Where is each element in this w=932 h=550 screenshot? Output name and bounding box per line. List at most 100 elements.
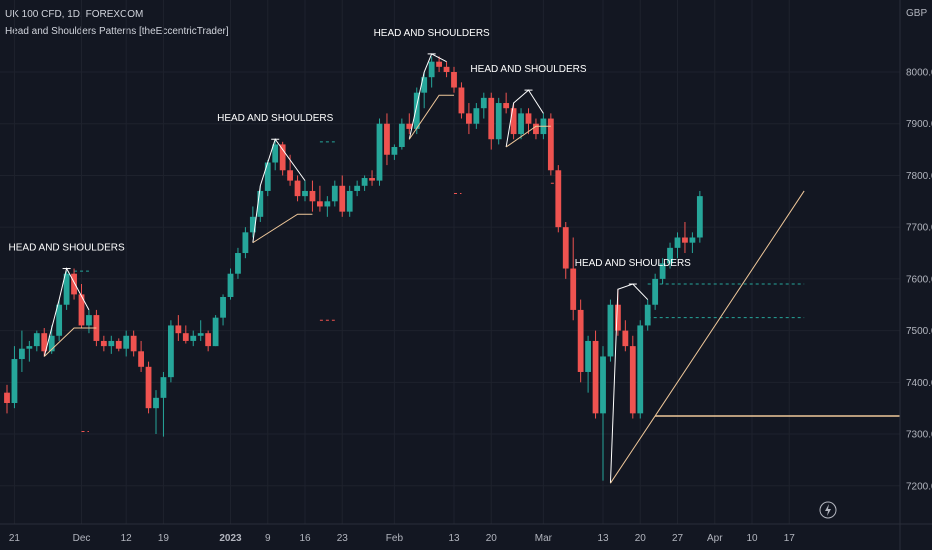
candle xyxy=(600,346,606,481)
candle xyxy=(11,346,18,409)
candle-body xyxy=(428,61,435,78)
time-tick: 20 xyxy=(635,533,647,544)
levels xyxy=(74,141,805,432)
candle-body xyxy=(361,178,368,186)
patterns: HEAD AND SHOULDERS HEAD AND SHOULDERS HEAD… xyxy=(9,28,900,484)
candle xyxy=(86,309,92,334)
candle xyxy=(607,299,614,362)
indicator-title[interactable]: Head and Shoulders Patterns [theEccentri… xyxy=(5,26,229,37)
candle-body xyxy=(525,113,532,124)
candle-body xyxy=(443,66,450,72)
candle-body xyxy=(48,335,55,352)
candle xyxy=(384,113,390,166)
candle-body xyxy=(108,340,115,347)
candle xyxy=(190,330,197,347)
alert-icon[interactable] xyxy=(819,501,837,519)
candle-body xyxy=(592,340,599,414)
candle xyxy=(235,247,241,279)
candle-body xyxy=(86,315,92,326)
candle xyxy=(4,384,10,414)
candle xyxy=(398,118,405,150)
candle-body xyxy=(190,335,197,341)
pattern-label: HEAD AND SHOULDERS xyxy=(374,28,490,39)
price-tick: 7200.0 xyxy=(906,481,932,492)
candle-body xyxy=(145,366,152,409)
candle-body xyxy=(130,335,137,352)
candle-body xyxy=(272,144,279,163)
time-tick: 27 xyxy=(672,533,684,544)
candle-body xyxy=(562,227,569,269)
candle-body xyxy=(153,397,159,409)
candle-body xyxy=(309,190,316,202)
candle xyxy=(562,221,569,279)
price-tick: 7400.0 xyxy=(906,378,932,389)
candle xyxy=(100,335,107,352)
candle-body xyxy=(421,77,428,93)
candle-body xyxy=(294,180,301,197)
candle xyxy=(436,56,442,72)
candle-body xyxy=(458,87,465,114)
candle xyxy=(428,56,435,88)
candle-body xyxy=(607,304,614,357)
neckline xyxy=(408,94,454,140)
candle-body xyxy=(138,351,144,367)
candle xyxy=(331,180,338,207)
candle-body xyxy=(413,92,420,129)
candle-body xyxy=(33,333,40,347)
candle xyxy=(413,87,420,135)
time-tick: 10 xyxy=(746,533,758,544)
candle xyxy=(369,170,375,186)
time-tick: 13 xyxy=(597,533,609,544)
price-tick: 7900.0 xyxy=(906,119,932,130)
candle-body xyxy=(533,123,539,135)
candle xyxy=(547,113,554,176)
candle-body xyxy=(555,170,562,228)
candle xyxy=(667,242,673,269)
candle-body xyxy=(503,103,510,109)
candle xyxy=(71,268,77,300)
candle-body xyxy=(451,72,457,88)
candle-body xyxy=(346,190,353,212)
neckline xyxy=(252,213,313,244)
candle-body xyxy=(674,237,681,248)
candle-body xyxy=(622,330,629,347)
time-tick: 12 xyxy=(121,533,133,544)
candle xyxy=(577,299,584,383)
candle xyxy=(294,175,301,202)
candles xyxy=(4,56,703,481)
candle xyxy=(317,185,323,212)
candle xyxy=(555,165,562,233)
candle-body xyxy=(391,146,398,155)
candle-body xyxy=(629,346,636,414)
candle-body xyxy=(510,108,517,135)
currency-label: GBP xyxy=(906,8,927,19)
candle-body xyxy=(264,162,271,191)
candle xyxy=(168,320,174,383)
price-tick: 7800.0 xyxy=(906,171,932,182)
candle-body xyxy=(406,123,413,129)
candle xyxy=(309,180,316,212)
candle xyxy=(525,108,532,135)
head-and-shoulders-pattern: HEAD AND SHOULDERS xyxy=(374,28,490,140)
candle-body xyxy=(324,201,331,207)
head-and-shoulders-pattern: HEAD AND SHOULDERS xyxy=(470,64,587,148)
candle xyxy=(592,330,599,419)
candle xyxy=(696,190,703,243)
candle xyxy=(518,108,524,140)
pattern-line xyxy=(43,267,90,357)
candle-body xyxy=(257,190,264,217)
candle xyxy=(175,315,182,341)
candle-body xyxy=(696,196,703,238)
candle xyxy=(324,196,331,217)
candle xyxy=(652,273,659,310)
time-tick: 20 xyxy=(486,533,498,544)
candle xyxy=(279,141,286,176)
candle xyxy=(585,335,591,393)
candle-body xyxy=(115,340,122,349)
time-tick: 21 xyxy=(9,533,21,544)
symbol-title[interactable]: UK 100 CFD, 1D, FOREXCOM xyxy=(5,9,144,20)
candle-body xyxy=(78,294,85,326)
time-tick: Feb xyxy=(386,533,404,544)
pattern-line xyxy=(505,89,544,148)
